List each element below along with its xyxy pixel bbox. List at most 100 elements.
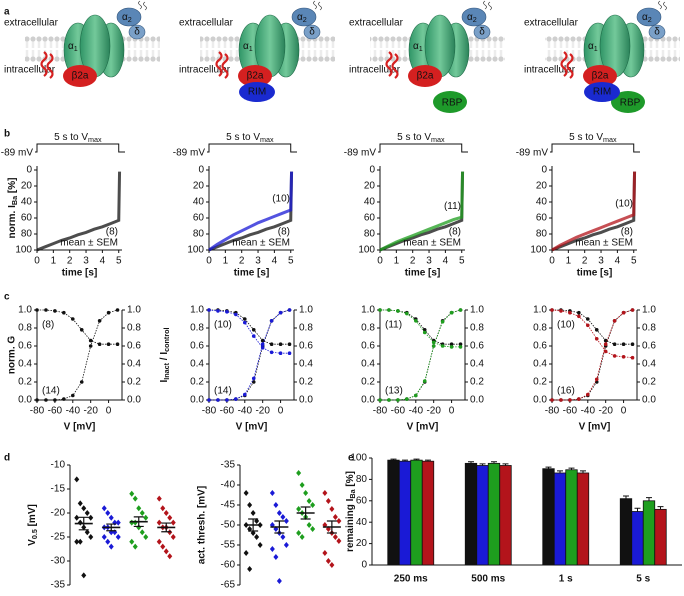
data-point xyxy=(242,320,247,325)
data-point xyxy=(53,309,57,313)
data-point xyxy=(53,398,57,402)
alpha1-label: α1 xyxy=(243,41,253,53)
data-point xyxy=(115,308,120,312)
y2-axis-label-part: control xyxy=(162,327,171,351)
data-point xyxy=(44,398,48,402)
data-point xyxy=(612,319,617,323)
y-tick-label: 0.2 xyxy=(18,377,32,388)
data-point xyxy=(156,495,162,502)
data-point xyxy=(88,514,94,521)
n-label: (14) xyxy=(42,386,60,397)
bar xyxy=(464,462,478,566)
data-point xyxy=(225,398,229,402)
data-point xyxy=(84,529,90,536)
anchor-squiggle xyxy=(385,51,399,79)
data-point xyxy=(74,514,80,521)
n-label: (10) xyxy=(615,198,633,209)
y2-tick-label: 0.2 xyxy=(127,377,141,388)
sem-bar xyxy=(300,506,311,520)
y-tick-label: -50 xyxy=(221,520,236,531)
bar xyxy=(499,465,512,566)
y-tick-label: 0 xyxy=(198,165,204,176)
x-axis-label: time [s] xyxy=(62,268,98,279)
data-point xyxy=(225,310,229,314)
y2-axis-label-part: Inact xyxy=(162,362,171,379)
data-point xyxy=(276,510,282,516)
alpha1-label-part: 1 xyxy=(74,44,78,53)
bar xyxy=(487,462,501,566)
data-point xyxy=(396,398,400,402)
alpha1-label-part: α xyxy=(68,41,74,52)
y2-tick-label: 0.4 xyxy=(470,359,484,370)
data-point xyxy=(234,312,238,317)
sem-bar xyxy=(248,518,259,532)
data-point xyxy=(77,538,83,545)
data-point xyxy=(310,526,316,532)
y-axis-label-part: V xyxy=(27,539,38,546)
data-point xyxy=(112,529,118,536)
error-bar xyxy=(580,470,586,473)
data-point xyxy=(630,308,635,312)
data-point xyxy=(310,502,316,508)
data-point xyxy=(630,342,635,347)
data-point xyxy=(440,344,445,348)
protocol-label: 5 s to Vmax xyxy=(397,132,445,144)
data-point xyxy=(621,355,626,359)
error-bar xyxy=(545,466,552,469)
sem-bar xyxy=(161,522,172,533)
n-label: (10) xyxy=(214,320,232,331)
data-point xyxy=(431,340,436,345)
x-tick-label: 4 xyxy=(100,256,106,267)
anchor-squiggle xyxy=(40,51,54,79)
data-point xyxy=(77,500,83,507)
error-bar xyxy=(557,470,563,473)
alpha2-label-part: α xyxy=(297,12,303,23)
protocol-label-part: 5 s to V xyxy=(54,132,88,143)
data-point xyxy=(77,519,83,526)
error-bar xyxy=(390,458,397,461)
n-label: (11) xyxy=(385,320,402,331)
data-point xyxy=(273,554,279,560)
y-axis-label-part: [mV] xyxy=(27,504,38,529)
protocol-label-part: 5 s to V xyxy=(226,132,260,143)
membrane-label: extracellular xyxy=(349,18,404,29)
x-tick-label: -80 xyxy=(30,406,45,417)
y2-tick-label: 1.0 xyxy=(470,305,484,316)
data-point xyxy=(422,379,427,383)
protocol-label-part: 5 s to V xyxy=(397,132,431,143)
y-axis-label-part: norm. I xyxy=(7,205,18,239)
y-axis-label-part: Ba xyxy=(348,488,357,498)
x-tick-label: 1 s xyxy=(559,574,573,585)
alpha2-label-part: 2 xyxy=(303,15,307,24)
y-tick-label: 0.2 xyxy=(533,377,547,388)
series-line xyxy=(209,309,290,401)
data-point xyxy=(207,398,211,402)
bar xyxy=(553,472,567,566)
y-axis-label-part: [%] xyxy=(7,178,18,196)
alpha2-label: α2 xyxy=(642,12,652,24)
data-point xyxy=(378,308,382,312)
rim-label: RIM xyxy=(248,87,266,98)
x-tick-label: 5 xyxy=(631,256,637,267)
data-point xyxy=(257,542,263,548)
y-tick-label: 0.4 xyxy=(533,359,547,370)
y2-tick-label: 0.4 xyxy=(127,359,141,370)
gpi-anchor xyxy=(658,0,667,11)
y-tick-label: 60 xyxy=(21,213,33,224)
data-point xyxy=(156,538,162,545)
series-line xyxy=(36,171,122,252)
y-axis-label: norm. G xyxy=(7,336,18,375)
bar xyxy=(576,472,590,566)
panel-label: e xyxy=(348,453,354,464)
data-point xyxy=(603,349,608,354)
data-point xyxy=(251,380,256,384)
protocol-label: 5 s to Vmax xyxy=(226,132,274,144)
y2-tick-label: 0.0 xyxy=(127,395,141,406)
alpha2-subunit xyxy=(636,7,662,27)
data-point xyxy=(325,558,331,564)
error-bar xyxy=(402,459,408,462)
n-label: (8) xyxy=(278,227,290,238)
y2-tick-label: 0.2 xyxy=(299,377,313,388)
data-point xyxy=(336,518,342,524)
